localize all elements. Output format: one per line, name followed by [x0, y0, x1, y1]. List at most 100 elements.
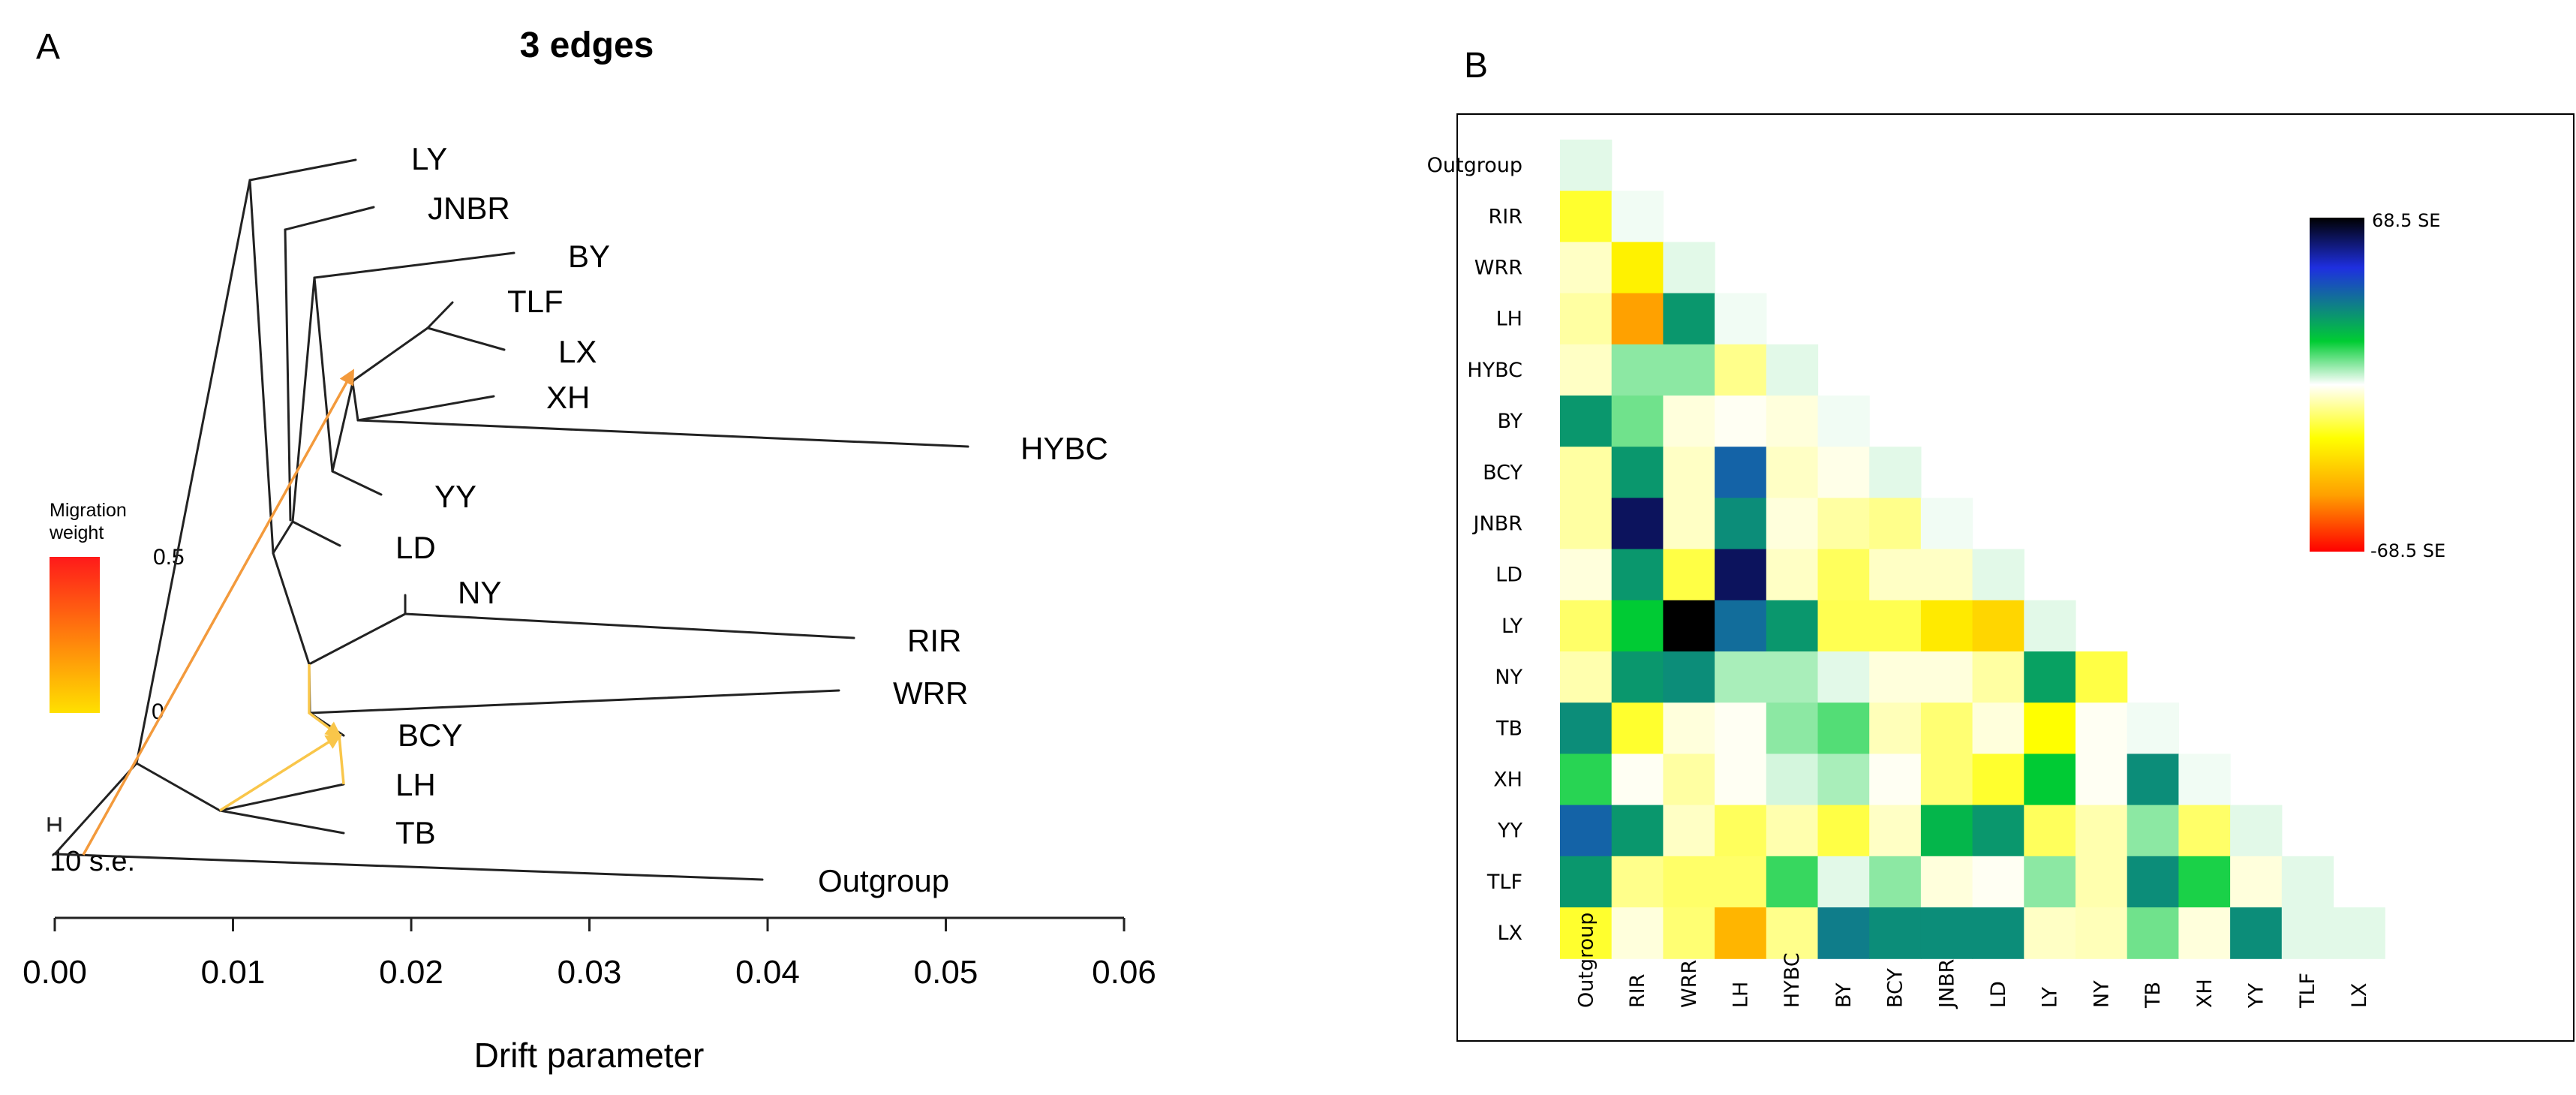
- heatmap-cell-tlf-rir: [1611, 856, 1664, 908]
- col-label-tlf: TLF: [2296, 973, 2319, 1009]
- heatmap-cell-jnbr-hybc: [1766, 498, 1819, 550]
- heatmap-cell-ny-outgroup: [1560, 651, 1613, 703]
- panel-b-letter: B: [1464, 46, 1488, 86]
- row-label-outgroup: Outgroup: [1427, 154, 1522, 177]
- heatmap-cell-hybc-lh: [1715, 344, 1767, 396]
- leaf-label-jnbr: JNBR: [428, 191, 510, 226]
- colorbar-max-label: 68.5 SE: [2372, 210, 2440, 231]
- heatmap-cell-yy-outgroup: [1560, 805, 1613, 857]
- row-label-bcy: BCY: [1483, 461, 1522, 484]
- heatmap-cell-bcy-rir: [1611, 447, 1664, 498]
- heatmap-cell-yy-hybc: [1766, 805, 1819, 857]
- heatmap-cell-lx-tlf: [2281, 907, 2334, 959]
- leaf-label-yy: YY: [434, 479, 476, 514]
- col-label-by: BY: [1832, 982, 1856, 1008]
- row-label-lx: LX: [1497, 922, 1522, 945]
- heatmap-cell-yy-ny: [2076, 805, 2128, 857]
- leaf-label-tlf: TLF: [507, 284, 564, 319]
- heatmap-cell-hybc-outgroup: [1560, 344, 1613, 396]
- heatmap-cell-by-by: [1817, 396, 1870, 447]
- heatmap-cell-tlf-xh: [2178, 856, 2231, 908]
- heatmap-cell-ld-ld: [1972, 549, 2024, 601]
- panel-b: B Outgroup RIR WRR LH HYBC BY BCY JNBR LD LY NY TB X…: [1427, 46, 2574, 1042]
- panel-a: A 3 edges 0.00 0.01 0.02 0.03 0.04 0.05 0.06 D…: [23, 26, 1156, 1075]
- drift-axis: 0.00 0.01 0.02 0.03 0.04 0.05 0.06: [23, 916, 1156, 991]
- heatmap-cell-lx-tb: [2127, 907, 2179, 959]
- heatmap-cell-by-outgroup: [1560, 396, 1613, 447]
- heatmap-cell-lx-yy: [2230, 907, 2283, 959]
- heatmap-cell-xh-rir: [1611, 754, 1664, 806]
- heatmap-cell-xh-xh: [2178, 754, 2231, 806]
- heatmap-cell-jnbr-outgroup: [1560, 498, 1613, 550]
- migration-weight-legend: Migration weight 0.5 0: [49, 500, 185, 724]
- branch-tb: [218, 809, 345, 835]
- heatmap-cell-rir-rir: [1611, 191, 1664, 242]
- branch-ly-sister: [248, 179, 275, 555]
- colorbar-min-label: -68.5 SE: [2370, 540, 2445, 561]
- heatmap-cell-ly-ld: [1972, 600, 2024, 652]
- heatmap-cell-lh-outgroup: [1560, 293, 1613, 345]
- heatmap-cell-tb-ld: [1972, 702, 2024, 754]
- drift-axis-label: Drift parameter: [474, 1036, 705, 1075]
- heatmap-cell-lx-ly: [2024, 907, 2076, 959]
- branch-lh: [218, 783, 345, 812]
- leaf-label-outgroup: Outgroup: [818, 863, 949, 898]
- branch-jnbr-internal: [284, 228, 292, 522]
- branch-by-stem: [291, 276, 316, 523]
- x-tick-label: 0.02: [379, 954, 443, 991]
- leaf-label-lx: LX: [558, 334, 597, 369]
- heatmap-cell-tlf-hybc: [1766, 856, 1819, 908]
- heatmap-cell-ly-hybc: [1766, 600, 1819, 652]
- col-label-rir: RIR: [1626, 974, 1649, 1008]
- branch-rir: [404, 612, 855, 639]
- row-label-by: BY: [1497, 410, 1522, 433]
- heatmap-cell-tlf-wrr: [1663, 856, 1715, 908]
- leaf-label-ny: NY: [458, 575, 501, 610]
- heatmap-cell-bcy-wrr: [1663, 447, 1715, 498]
- heatmap-cell-tb-wrr: [1663, 702, 1715, 754]
- heatmap-cell-tlf-tb: [2127, 856, 2179, 908]
- x-tick-label: 0.01: [201, 954, 266, 991]
- heatmap-cell-tlf-jnbr: [1920, 856, 1973, 908]
- tree-title: 3 edges: [520, 26, 654, 65]
- heatmap-cell-xh-ly: [2024, 754, 2076, 806]
- heatmap-cell-xh-ny: [2076, 754, 2128, 806]
- leaf-label-bcy: BCY: [398, 717, 462, 753]
- heatmap-cell-yy-by: [1817, 805, 1870, 857]
- row-label-ny: NY: [1495, 666, 1522, 689]
- heatmap-cell-jnbr-bcy: [1869, 498, 1922, 550]
- heatmap-cell-tlf-yy: [2230, 856, 2283, 908]
- branch-hybc: [356, 419, 969, 448]
- heatmap-cell-yy-yy: [2230, 805, 2283, 857]
- row-label-hybc: HYBC: [1467, 359, 1522, 382]
- heatmap-cell-tb-ly: [2024, 702, 2076, 754]
- migration-weight-gradient: [50, 557, 100, 713]
- scale-bar: 10 s.e.: [47, 817, 135, 877]
- col-label-tb: TB: [2142, 982, 2165, 1009]
- heatmap-cell-ly-lh: [1715, 600, 1767, 652]
- branch-wrr: [308, 689, 840, 714]
- heatmap-cell-wrr-wrr: [1663, 242, 1715, 294]
- migration-edge-lhtb-to-bcy: [219, 733, 342, 812]
- branch-yy-stem: [313, 276, 334, 473]
- heatmap-cell-bcy-lh: [1715, 447, 1767, 498]
- legend-title-line2: weight: [49, 522, 104, 543]
- heatmap-cell-xh-lh: [1715, 754, 1767, 806]
- heatmap-cell-tb-by: [1817, 702, 1870, 754]
- heatmap-cell-tb-ny: [2076, 702, 2128, 754]
- heatmap-cell-yy-ld: [1972, 805, 2024, 857]
- heatmap-cell-tb-bcy: [1869, 702, 1922, 754]
- branch-ly: [248, 158, 357, 182]
- heatmap-cell-lx-ld: [1972, 907, 2024, 959]
- panel-a-letter: A: [36, 27, 60, 67]
- heatmap-frame: [1456, 113, 2574, 1042]
- heatmap-cell-ny-ly: [2024, 651, 2076, 703]
- heatmap-cell-wrr-outgroup: [1560, 242, 1613, 294]
- heatmap-cell-tlf-lh: [1715, 856, 1767, 908]
- leaf-label-by: BY: [568, 239, 610, 274]
- branch-upper-clade: [272, 520, 294, 555]
- heatmap-cell-lx-hybc: [1766, 907, 1819, 959]
- branch-ny-stem: [308, 612, 407, 666]
- col-label-ny: NY: [2090, 980, 2113, 1008]
